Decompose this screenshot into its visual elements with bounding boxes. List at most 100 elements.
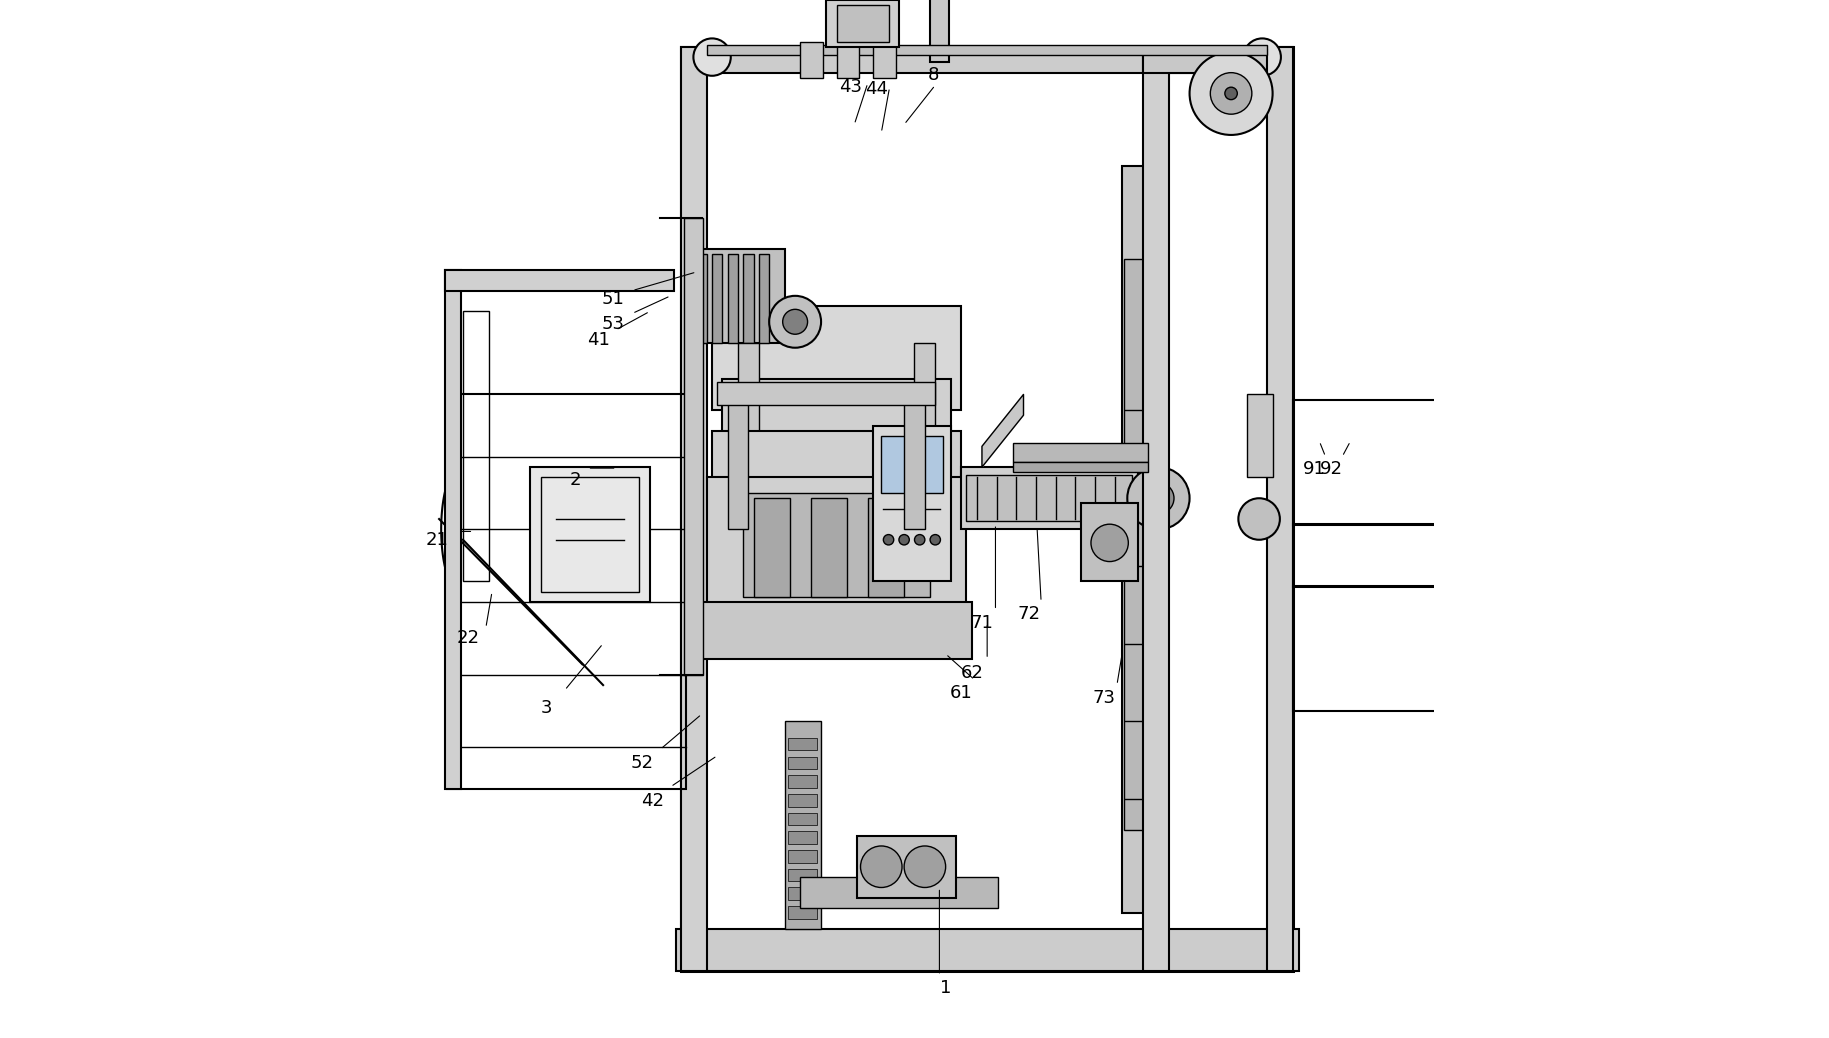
Bar <box>711 431 962 488</box>
Bar <box>872 426 951 581</box>
Circle shape <box>914 535 925 545</box>
Bar <box>858 836 957 898</box>
Bar <box>788 906 818 919</box>
Bar <box>702 602 971 659</box>
Bar <box>743 254 754 343</box>
Bar <box>686 52 1288 73</box>
Bar <box>801 877 997 908</box>
Bar <box>801 42 823 78</box>
Bar <box>706 477 966 612</box>
Circle shape <box>1244 38 1280 76</box>
Bar <box>728 394 748 529</box>
Circle shape <box>1127 467 1189 529</box>
Bar <box>759 254 770 343</box>
Bar <box>914 343 935 592</box>
Text: 22: 22 <box>457 629 479 648</box>
Bar <box>788 738 818 750</box>
Bar <box>836 42 860 78</box>
Bar <box>1013 462 1149 472</box>
Bar <box>1143 47 1169 971</box>
Circle shape <box>770 296 821 348</box>
Bar <box>1247 394 1273 477</box>
Circle shape <box>1189 52 1273 135</box>
Bar <box>697 254 706 343</box>
Bar <box>788 813 818 825</box>
Bar <box>931 0 949 62</box>
Bar <box>444 270 461 789</box>
Circle shape <box>1505 549 1518 562</box>
Text: 53: 53 <box>602 315 626 333</box>
Bar <box>788 831 818 844</box>
Circle shape <box>1498 568 1511 580</box>
Circle shape <box>1480 575 1492 588</box>
Circle shape <box>783 309 808 334</box>
Bar <box>904 394 925 529</box>
Polygon shape <box>982 394 1024 467</box>
Circle shape <box>883 535 894 545</box>
Circle shape <box>1461 568 1474 580</box>
Text: 42: 42 <box>642 792 664 811</box>
Text: 1: 1 <box>940 979 951 998</box>
Bar <box>1081 503 1138 581</box>
Bar <box>788 757 818 769</box>
Bar <box>680 47 1293 971</box>
Bar <box>711 306 962 410</box>
Bar <box>788 775 818 788</box>
Text: 3: 3 <box>540 699 552 717</box>
Bar <box>867 498 904 597</box>
Circle shape <box>931 535 940 545</box>
Circle shape <box>1454 549 1465 562</box>
Circle shape <box>898 535 909 545</box>
Bar <box>675 929 1299 971</box>
Bar <box>541 477 640 592</box>
Circle shape <box>1238 498 1280 540</box>
Bar <box>463 311 488 581</box>
Bar <box>785 721 821 929</box>
Circle shape <box>1225 87 1236 100</box>
Text: 43: 43 <box>840 78 861 97</box>
Circle shape <box>1143 483 1174 514</box>
Bar <box>739 343 759 592</box>
Text: 41: 41 <box>587 331 611 350</box>
Bar <box>754 498 790 597</box>
Bar <box>722 379 951 436</box>
Bar <box>728 254 739 343</box>
Bar <box>962 467 1138 529</box>
Circle shape <box>860 846 902 887</box>
Bar <box>836 5 889 42</box>
Circle shape <box>1498 530 1511 543</box>
Bar <box>810 498 847 597</box>
Text: 2: 2 <box>569 470 582 489</box>
Text: 61: 61 <box>949 684 973 703</box>
Bar <box>448 394 686 789</box>
Circle shape <box>1090 524 1128 562</box>
Bar <box>530 467 649 602</box>
Bar <box>1013 443 1149 462</box>
Text: 73: 73 <box>1094 688 1116 707</box>
Circle shape <box>693 38 732 76</box>
Bar <box>788 794 818 807</box>
Bar <box>706 45 1267 55</box>
Bar <box>444 270 673 291</box>
Circle shape <box>1480 523 1492 536</box>
Text: 92: 92 <box>1321 460 1342 479</box>
Text: 51: 51 <box>602 290 626 308</box>
Bar <box>827 0 898 47</box>
Text: 91: 91 <box>1302 460 1326 479</box>
Bar <box>711 254 722 343</box>
Text: 21: 21 <box>426 530 448 549</box>
Bar <box>717 382 935 405</box>
Bar <box>1293 400 1454 711</box>
Circle shape <box>1443 514 1527 597</box>
Circle shape <box>1461 530 1474 543</box>
Circle shape <box>1472 543 1498 568</box>
Bar <box>684 218 702 675</box>
Circle shape <box>1211 73 1251 114</box>
Text: 52: 52 <box>631 754 655 772</box>
Bar <box>872 42 896 78</box>
Bar <box>788 869 818 881</box>
Bar <box>743 493 931 597</box>
Bar <box>788 887 818 900</box>
Bar <box>882 436 942 493</box>
Bar <box>966 475 1132 521</box>
